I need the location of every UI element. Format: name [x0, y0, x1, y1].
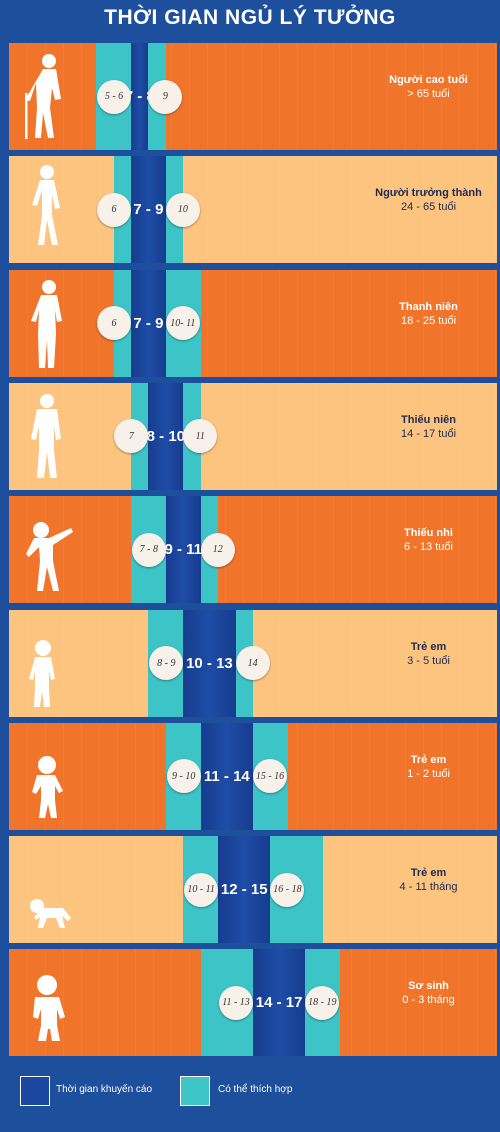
- age-group-name: Người trưởng thành: [375, 187, 482, 200]
- person-silhouette-icon: [32, 755, 63, 818]
- recommended-range-bar: [183, 609, 236, 717]
- age-group-row: 11 - 14 9 - 10 15 - 16 Trẻ em 1 - 2 tuổi: [9, 722, 497, 830]
- recommended-range-bar: [165, 496, 201, 604]
- age-group-label: Người trưởng thành 24 - 65 tuổi: [366, 186, 491, 214]
- appropriate-high-label: 12: [200, 532, 235, 567]
- legend-swatch-appropriate: [180, 1076, 210, 1106]
- age-group-row: 9 - 11 7 - 8 12 Thiếu nhi 6 - 13 tuổi: [9, 496, 497, 604]
- age-group-name: Người cao tuổi: [389, 74, 468, 86]
- age-group-range: 0 - 3 tháng: [402, 994, 455, 1007]
- appropriate-high-label: 14: [235, 646, 270, 680]
- row-texture: [9, 496, 497, 604]
- age-group-label: Thiếu nhi 6 - 13 tuổi: [366, 526, 491, 554]
- appropriate-low-label: 7 - 8: [131, 532, 166, 567]
- row-texture: [9, 43, 497, 150]
- recommended-hours-label: 12 - 15: [220, 881, 268, 899]
- recommended-hours-label: 7 - 9: [133, 314, 164, 332]
- age-group-name: Trẻ em: [410, 867, 447, 880]
- age-group-label: Thanh niên 18 - 25 tuổi: [366, 300, 491, 328]
- person-silhouette-icon: [26, 522, 73, 592]
- age-group-range: 1 - 2 tuổi: [407, 767, 450, 780]
- person-silhouette-icon: [30, 899, 71, 929]
- age-group-label: Trẻ em 4 - 11 tháng: [366, 866, 491, 894]
- recommended-hours-label: 7 - 9: [133, 201, 164, 219]
- appropriate-low-label: 11 - 13: [219, 985, 253, 1020]
- recommended-range-bar: [148, 382, 184, 490]
- person-silhouette-icon: [31, 279, 62, 368]
- person-silhouette-icon: [29, 639, 55, 707]
- age-group-row: 7 - 9 6 10 Người trưởng thành 24 - 65 tuổi: [9, 156, 497, 264]
- person-silhouette-icon: [25, 54, 61, 139]
- appropriate-low-label: 6: [97, 192, 131, 227]
- age-group-range: 18 - 25 tuổi: [400, 314, 457, 327]
- appropriate-low-label: 10 - 11: [184, 872, 219, 907]
- recommended-range-bar: [131, 156, 166, 264]
- age-group-range: 14 - 17 tuổi: [400, 427, 457, 440]
- age-group-label: Người cao tuổi > 65 tuổi: [366, 73, 491, 101]
- recommended-range-bar: [218, 836, 271, 944]
- appropriate-high-label: 15 - 16: [253, 759, 287, 794]
- age-group-label: Trẻ em 3 - 5 tuổi: [366, 640, 491, 668]
- age-group-row: 12 - 15 10 - 11 16 - 18 Trẻ em 4 - 11 tháng: [9, 836, 497, 944]
- legend-label-appropriate: Có thể thích hợp: [218, 1084, 293, 1095]
- recommended-hours-label: 10 - 13: [186, 654, 233, 672]
- legend-label-recommended: Thời gian khuyến cáo: [56, 1084, 153, 1095]
- age-group-name: Trẻ em: [410, 640, 447, 653]
- age-group-name: Thanh niên: [399, 300, 458, 313]
- recommended-hours-label: 11 - 14: [203, 767, 250, 785]
- age-group-label: Trẻ em 1 - 2 tuổi: [366, 753, 491, 781]
- appropriate-high-label: 10: [165, 192, 200, 227]
- recommended-hours-label: 7 - 8: [124, 88, 155, 105]
- legend-swatch-recommended: [20, 1076, 50, 1106]
- appropriate-low-label: 9 - 10: [166, 759, 201, 794]
- appropriate-high-label: 10- 11: [165, 306, 200, 341]
- appropriate-high-label: 18 - 19: [305, 985, 340, 1020]
- age-group-range: > 65 tuổi: [407, 88, 450, 100]
- age-group-range: 6 - 13 tuổi: [404, 541, 453, 554]
- age-group-name: Sơ sinh: [408, 980, 449, 993]
- chart-title: THỜI GIAN NGỦ LÝ TƯỞNG: [104, 6, 396, 29]
- appropriate-low-label: 6: [97, 306, 131, 341]
- age-group-row: 10 - 13 8 - 9 14 Trẻ em 3 - 5 tuổi: [9, 609, 497, 717]
- recommended-hours-label: 9 - 11: [164, 541, 203, 559]
- age-group-row: 8 - 10 7 11 Thiếu niên 14 - 17 tuổi: [9, 382, 497, 490]
- age-group-range: 3 - 5 tuổi: [407, 654, 450, 667]
- appropriate-low-label: 5 - 6: [97, 79, 131, 114]
- row-texture: [9, 382, 497, 490]
- age-group-range: 24 - 65 tuổi: [400, 201, 457, 214]
- age-group-label: Thiếu niên 14 - 17 tuổi: [366, 413, 491, 441]
- appropriate-low-label: 7: [114, 419, 149, 454]
- row-texture: [9, 156, 497, 264]
- row-texture: [9, 269, 497, 377]
- recommended-range-bar: [131, 43, 149, 150]
- age-group-name: Thiếu niên: [401, 413, 456, 426]
- person-silhouette-icon: [32, 165, 60, 246]
- age-group-row: 7 - 9 6 10- 11 Thanh niên 18 - 25 tuổi: [9, 269, 497, 377]
- recommended-range-bar: [200, 722, 253, 830]
- recommended-hours-label: 14 - 17: [255, 994, 303, 1012]
- age-group-row: 14 - 17 11 - 13 18 - 19 Sơ sinh 0 - 3 tháng: [9, 949, 497, 1057]
- appropriate-high-label: 9: [148, 79, 183, 114]
- legend: Thời gian khuyến cáo Có thể thích hợp: [0, 1060, 500, 1132]
- age-group-range: 4 - 11 tháng: [399, 881, 458, 894]
- recommended-range-bar: [131, 269, 166, 377]
- recommended-hours-label: 8 - 10: [146, 427, 186, 445]
- appropriate-high-label: 11: [183, 419, 218, 454]
- recommended-range-bar: [253, 949, 306, 1057]
- age-group-label: Sơ sinh 0 - 3 tháng: [366, 979, 491, 1007]
- appropriate-high-label: 16 - 18: [270, 872, 305, 907]
- age-group-name: Thiếu nhi: [404, 527, 453, 540]
- person-silhouette-icon: [31, 393, 61, 478]
- appropriate-low-label: 8 - 9: [149, 646, 184, 680]
- person-silhouette-icon: [33, 975, 65, 1042]
- age-group-name: Trẻ em: [410, 753, 447, 766]
